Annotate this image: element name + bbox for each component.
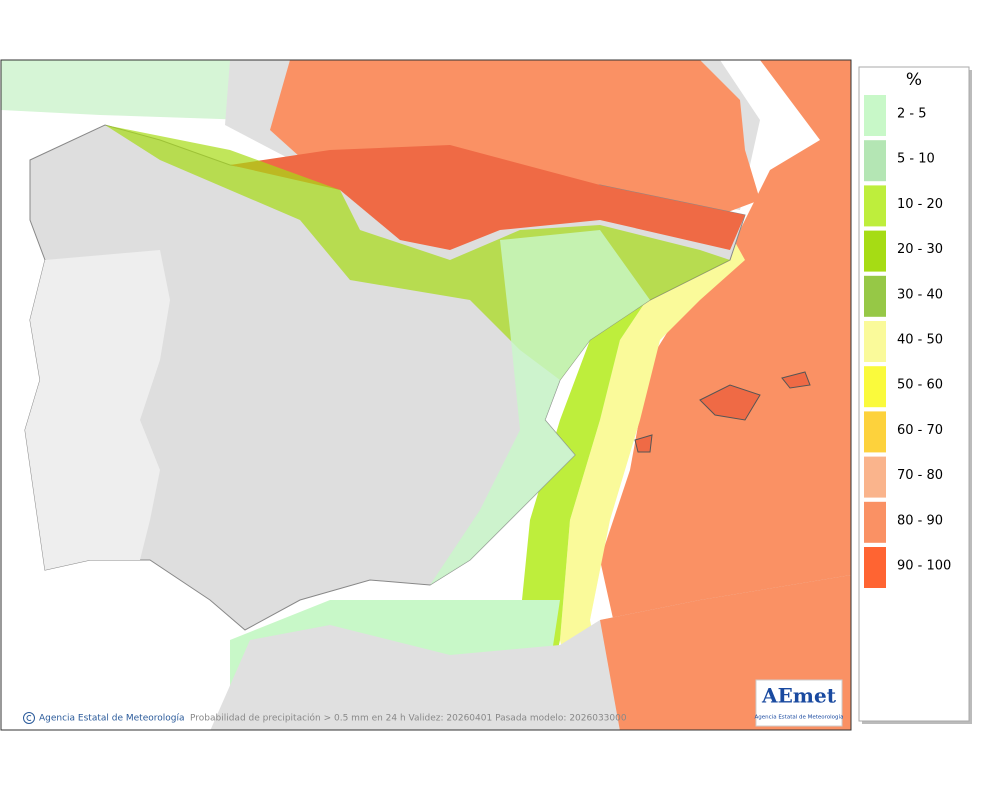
legend-label: 70 - 80	[897, 468, 943, 483]
legend-swatch	[864, 95, 886, 136]
caption: Probabilidad de precipitación > 0.5 mm e…	[190, 713, 627, 724]
legend-label: 90 - 100	[897, 559, 951, 574]
ibiza	[634, 434, 653, 453]
north-coast-red	[230, 145, 745, 250]
legend-label: 40 - 50	[897, 333, 943, 348]
legend: 2 - 5 5 - 10 10 - 20 20 - 30 30 - 40 40 - 50 5…	[864, 95, 951, 588]
legend-label: 50 - 60	[897, 378, 943, 393]
legend-label: 10 - 20	[897, 197, 943, 212]
legend-swatch	[864, 185, 886, 227]
map-frame	[0, 59, 852, 731]
logo-box	[755, 679, 843, 727]
legend-label: 80 - 90	[897, 513, 943, 528]
legend-swatch	[864, 321, 886, 362]
legend-swatch	[864, 411, 886, 453]
legend-label: 60 - 70	[897, 423, 943, 438]
credit-icon	[23, 712, 35, 724]
legend-swatch	[864, 501, 886, 543]
logo-subtitle: Agencia Estatal de Meteorología	[755, 714, 844, 721]
legend-unit: %	[906, 70, 922, 90]
legend-label: 20 - 30	[897, 242, 943, 257]
map	[1, 60, 851, 730]
legend-swatch	[864, 275, 886, 317]
legend-swatch	[864, 140, 886, 182]
legend-label: 30 - 40	[897, 287, 943, 302]
portugal	[25, 250, 170, 570]
legend-label: 5 - 10	[897, 152, 935, 167]
east-green	[430, 230, 650, 585]
legend-swatch	[864, 366, 886, 408]
legend-swatch	[864, 456, 886, 498]
legend-swatch	[864, 547, 886, 588]
menorca	[781, 371, 811, 389]
legend-swatch	[864, 230, 886, 272]
green-zone-north	[1, 60, 300, 120]
logo-name: AEmet	[761, 684, 837, 708]
credit-text: Agencia Estatal de Meteorología	[39, 714, 185, 724]
mallorca	[699, 384, 761, 421]
legend-label: 2 - 5	[897, 107, 927, 122]
